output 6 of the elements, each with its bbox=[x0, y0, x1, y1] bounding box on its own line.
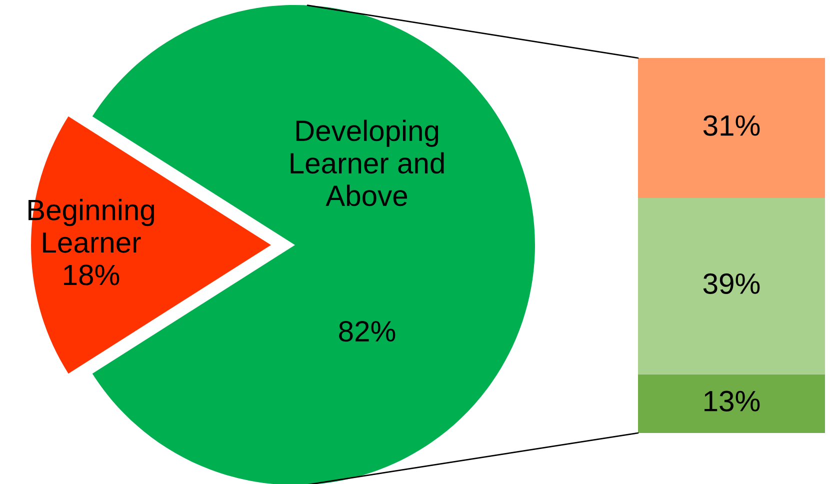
data-label: 18% bbox=[64, 264, 120, 286]
data-label: 39% bbox=[703, 273, 760, 294]
data-label: 82% bbox=[339, 320, 396, 342]
slice-label: Developing Learner and Above bbox=[290, 120, 444, 206]
data-label: 31% bbox=[703, 115, 760, 136]
data-label: 13% bbox=[704, 390, 760, 412]
